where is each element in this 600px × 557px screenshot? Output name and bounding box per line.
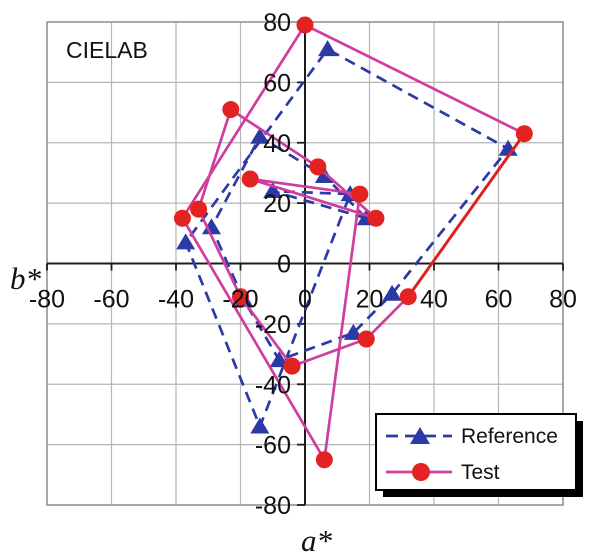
y-tick-label: 0 [277,251,291,279]
legend-test-label: Test [461,461,500,484]
test-marker-circle [173,209,191,227]
legend-reference-label: Reference [461,425,558,448]
tick-labels: -80 -60 -40 -20 0 20 40 60 80-80-60-40-200204060… [29,9,577,520]
y-tick-label: 20 [263,190,291,218]
test-marker-circle [315,451,333,469]
test-marker-circle [222,101,240,119]
test-marker-circle [351,185,369,203]
reference-marker-triangle [263,182,283,199]
y-tick-label: 80 [263,9,291,37]
reference-marker-triangle [343,323,363,340]
test-marker-circle [309,158,327,176]
test-marker-circle [399,288,417,306]
x-tick-label: -80 [29,286,65,314]
y-tick-label: 40 [263,130,291,158]
legend-reference-triangle-icon [410,427,430,444]
y-tick-label: -20 [255,311,291,339]
x-tick-label: -40 [158,286,194,314]
test-marker-circle [357,330,375,348]
test-marker-circle [515,125,533,143]
test-marker-circle [296,16,314,34]
data-series [173,16,533,469]
legend: Reference Test [375,413,583,497]
reference-marker-triangle [314,166,334,183]
y-axis-title: b* [10,261,42,296]
legend-box [375,413,577,491]
x-tick-label: 80 [549,286,577,314]
test-marker-circle [367,209,385,227]
test-polygon [180,23,527,464]
y-tick-label: -80 [255,492,291,520]
reference-marker-triangle [201,218,221,235]
x-axis-title: a* [301,523,333,557]
test-marker-circle [283,357,301,375]
x-tick-label: 20 [356,286,384,314]
reference-marker-triangle [382,284,402,301]
test-marker-circle [232,288,249,306]
reference-marker-triangle [250,417,270,434]
reference-polygon [184,47,511,431]
x-tick-label: 0 [298,286,312,314]
test-red-segment [407,132,526,298]
reference-marker-triangle [318,40,338,57]
reference-marker-triangle [176,233,196,250]
x-tick-label: 40 [420,286,448,314]
chart-title: CIELAB [66,37,148,63]
y-tick-label: 60 [263,69,291,97]
y-tick-label: -40 [255,371,291,399]
reference-marker-triangle [269,351,289,368]
y-tick-label: -60 [255,432,291,460]
legend-test-circle-icon [412,463,430,481]
test-marker-circle [241,170,259,188]
test-marker-circle [190,200,208,218]
x-tick-label: -20 [222,286,258,314]
x-tick-label: 60 [485,286,513,314]
x-tick-label: -60 [93,286,129,314]
reference-marker-triangle [250,127,270,144]
